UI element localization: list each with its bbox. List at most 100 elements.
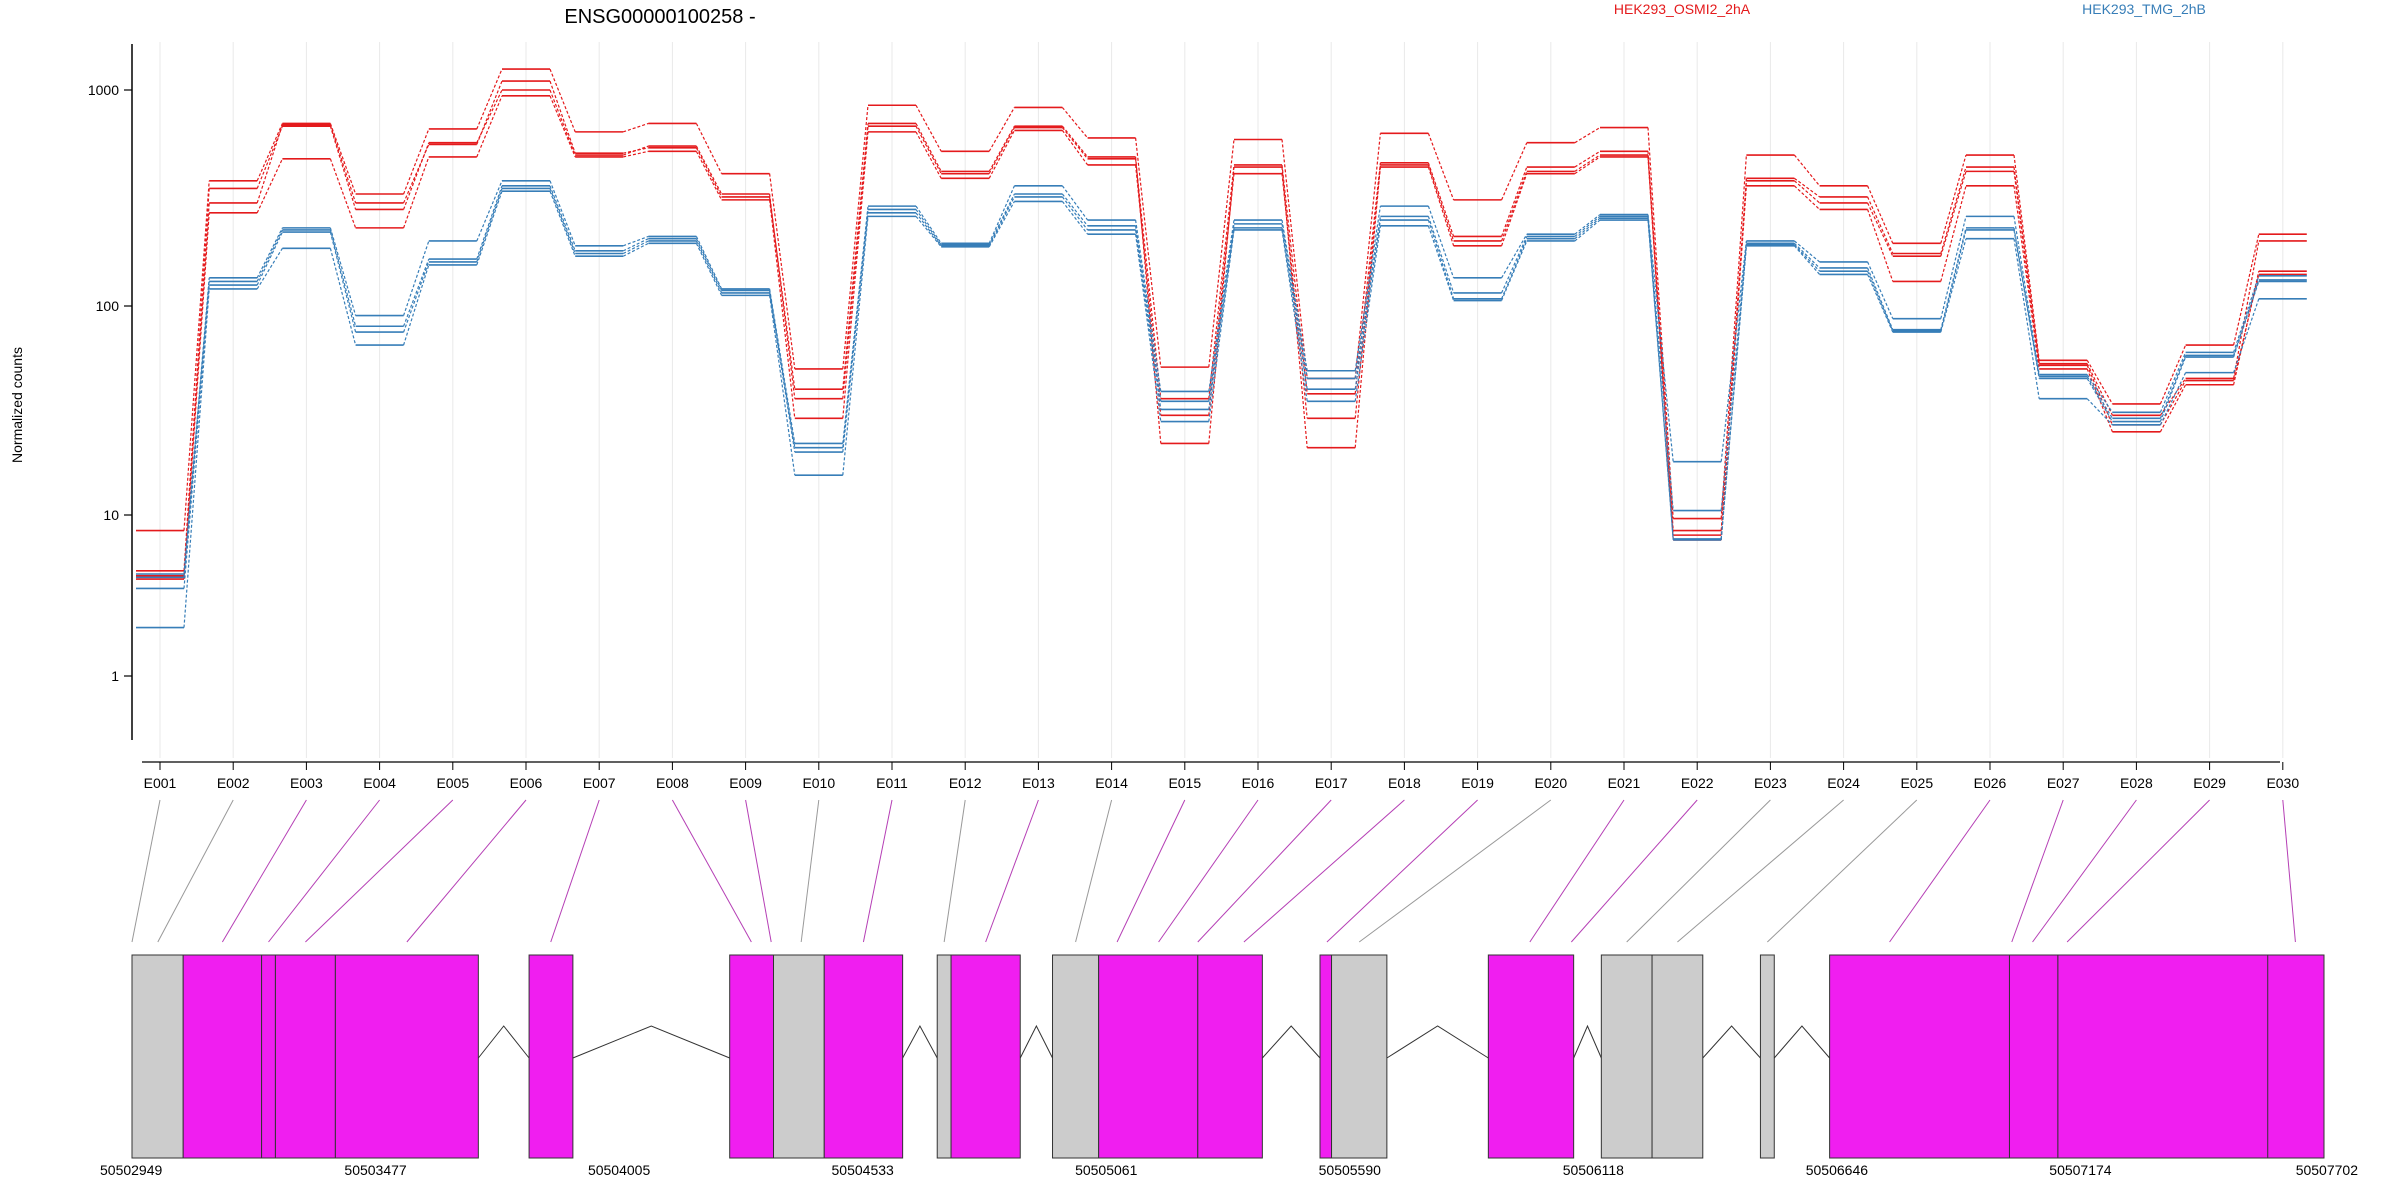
connector-e002 [157,799,234,943]
series-3-connector-23 [1793,185,1821,210]
series-2-connector-17 [1354,162,1381,394]
series-6-connector-21 [1647,216,1674,511]
y-tick-label-100: 100 [96,298,120,314]
y-axis-label: Normalized counts [9,347,25,463]
x-tick-label-e003: E003 [290,775,323,791]
series-5 [136,179,2307,575]
series-2-connector-19 [1501,166,1528,237]
series-8-connector-2 [256,247,283,290]
coding-exon-5 [334,954,479,1159]
x-axis: E001 E002 E003 E004 E005 E006 E007 E008 E009 E010… [142,761,2299,791]
series-6-connector-6 [549,185,576,252]
series-5-connector-28 [2159,352,2187,413]
series-3-connector-28 [2159,384,2187,433]
x-tick-label-e022: E022 [1681,775,1714,791]
connector-e003 [221,799,307,943]
series-6-connector-4 [403,258,430,327]
series-2-connector-9 [769,193,796,399]
connector-e025 [1767,799,1918,943]
series-3-connector-18 [1427,166,1455,246]
series-1-connector-10 [842,105,869,369]
series-5-connector-2 [256,227,283,279]
series-8-connector-1 [183,288,210,628]
series-6-connector-9 [769,290,796,448]
series-3-connector-26 [2013,185,2040,369]
series-5-connector-21 [1647,214,1674,462]
series-8-connector-6 [549,190,576,257]
coding-exon-17 [1487,954,1575,1159]
series-5-connector-9 [769,288,796,444]
series-2-connector-11 [915,125,942,174]
series-4-connector-27 [2086,365,2113,426]
series-7-connector-10 [842,212,869,453]
connector-e015 [1116,799,1186,943]
x-tick-label-e013: E013 [1022,775,1055,791]
series-3-connector-10 [842,131,869,419]
series-7-connector-18 [1427,219,1455,299]
series-3-connector-17 [1354,166,1381,419]
series-8-connector-12 [988,201,1015,248]
series-4-connector-17 [1354,164,1381,448]
gene-model [131,954,2325,1159]
connector-e001 [131,799,161,943]
series-3-connector-3 [329,158,357,229]
series-6-connector-27 [2086,376,2113,419]
x-tick-label-e009: E009 [729,775,762,791]
connector-e009 [745,799,772,943]
noncoding-exon-16 [1331,954,1388,1159]
series-4-connector-28 [2159,380,2187,426]
series-1-connector-23 [1793,154,1821,187]
x-tick-label-e024: E024 [1827,775,1860,791]
series-6-connector-2 [256,229,283,282]
coding-exon-21 [1829,954,2010,1159]
series-6-connector-28 [2159,355,2187,419]
grid-lines [159,42,2284,758]
series-4-connector-2 [256,124,283,204]
intron-5 [477,1025,530,1059]
series-3-connector-24 [1867,209,1894,282]
x-tick-label-e027: E027 [2047,775,2080,791]
series-1-connector-21 [1647,127,1674,519]
series-4-connector-26 [2013,171,2040,366]
series-7-connector-27 [2086,378,2113,422]
series-4-connector-3 [329,124,357,204]
series-4-connector-23 [1794,180,1820,204]
series-1-connector-2 [256,123,283,182]
series-7-connector-20 [1574,217,1601,240]
series-1-connector-16 [1281,139,1308,379]
series-2-connector-24 [1867,196,1894,254]
series-4-connector-10 [842,123,869,390]
connector-e006 [406,799,527,943]
x-tick-label-e021: E021 [1608,775,1641,791]
series-5-connector-7 [622,235,649,247]
genomic-coordinate-label-1: 50502949 [100,1162,163,1178]
intron-16 [1386,1025,1489,1059]
series-5-connector-25 [1940,216,1967,319]
connector-e019 [1326,799,1478,943]
legend-label-tmg: HEK293_TMG_2hB [2082,1,2206,17]
coding-exon-24 [2267,954,2325,1159]
x-tick-label-e019: E019 [1461,775,1494,791]
x-tick-label-e017: E017 [1315,775,1348,791]
noncoding-exon-18 [1600,954,1653,1159]
genomic-coordinate-label-7: 50506118 [1563,1162,1624,1178]
series-1-connector-6 [549,68,576,133]
series-7-connector-24 [1867,270,1894,332]
intron-9 [902,1024,938,1059]
series-2-connector-2 [256,125,283,189]
series-1-connector-11 [915,104,942,152]
series-6-connector-5 [476,185,503,260]
genomic-coordinate-label-6: 50505590 [1319,1162,1382,1178]
series-5-connector-29 [2233,275,2260,353]
noncoding-exon-10 [936,954,952,1159]
x-tick-label-e011: E011 [876,775,908,791]
series-1-connector-28 [2159,344,2187,405]
series-2-connector-7 [622,145,649,156]
series-8-connector-13 [1061,201,1089,235]
series-1-connector-19 [1501,142,1528,201]
intron-20 [1773,1025,1830,1059]
series-2-connector-27 [2086,363,2113,416]
series-5-connector-23 [1794,240,1820,263]
series-8 [136,190,2307,629]
connector-e014 [1075,799,1113,943]
